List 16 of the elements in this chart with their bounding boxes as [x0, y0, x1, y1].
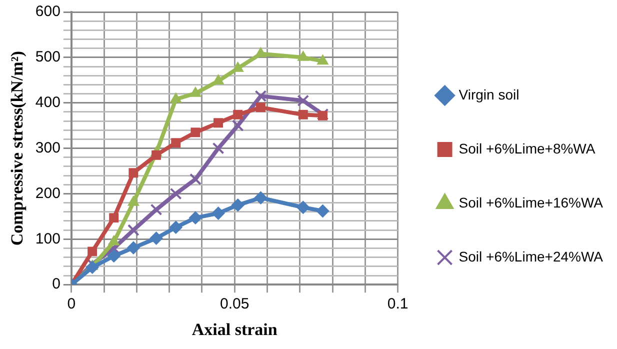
legend-label: Soil +6%Lime+8%WA — [458, 140, 596, 156]
y-axis-title: Compressive stress(kN/m²) — [8, 50, 27, 246]
x-tick-label: 0.05 — [220, 296, 250, 313]
y-tick-label: 200 — [35, 184, 60, 202]
x-tick-label: 0.1 — [387, 296, 408, 313]
y-tick-label: 0 — [52, 276, 60, 293]
legend-label: Virgin soil — [458, 86, 520, 102]
x-tick-label: 0 — [67, 296, 76, 313]
y-tick-label: 600 — [35, 3, 60, 20]
y-tick-label: 500 — [35, 48, 60, 66]
y-tick-label: 400 — [35, 94, 60, 112]
y-tick-label: 300 — [35, 139, 60, 156]
legend-label: Soil +6%Lime+24%WA — [458, 248, 604, 264]
legend-label: Soil +6%Lime+16%WA — [458, 194, 604, 210]
y-tick-label: 100 — [35, 230, 60, 248]
x-axis-title: Axial strain — [192, 320, 278, 340]
